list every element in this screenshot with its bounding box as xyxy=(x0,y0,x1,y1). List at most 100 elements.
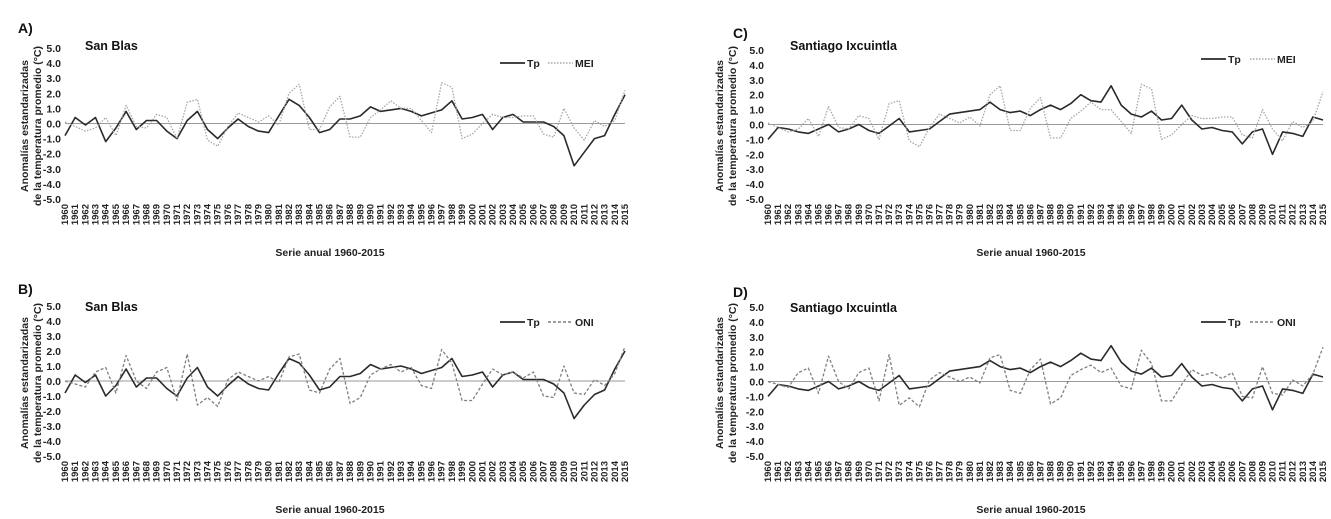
x-tick-label: 1993 xyxy=(1096,204,1107,225)
y-tick-label: -4.0 xyxy=(746,179,764,191)
y-tick-label: 2.0 xyxy=(749,347,764,359)
x-tick-label: 1970 xyxy=(864,204,875,225)
x-tick-label: 1980 xyxy=(965,461,976,482)
legend-index-label: ONI xyxy=(1277,317,1296,329)
legend-tp-label: Tp xyxy=(1228,317,1241,329)
x-tick-label: 1984 xyxy=(1005,460,1016,482)
x-tick-label: 1996 xyxy=(427,461,438,482)
y-tick-label: -5.0 xyxy=(43,451,61,463)
x-tick-label: 1976 xyxy=(223,461,234,482)
x-tick-label: 2007 xyxy=(539,461,550,482)
y-axis-label-line2: de la temperatura promedio (°C) xyxy=(32,46,44,206)
x-tick-label: 1963 xyxy=(793,204,804,225)
x-tick-label: 1990 xyxy=(365,461,376,482)
x-tick-label: 1960 xyxy=(763,204,774,225)
x-tick-label: 1963 xyxy=(91,204,102,225)
x-tick-label: 2006 xyxy=(528,204,539,225)
x-tick-label: 1987 xyxy=(1035,461,1046,482)
x-tick-label: 1996 xyxy=(1126,461,1137,482)
x-tick-label: 2013 xyxy=(1298,204,1309,225)
x-tick-label: 1983 xyxy=(294,461,305,482)
series-line-mei xyxy=(767,83,1324,148)
x-tick-label: 2003 xyxy=(1197,461,1208,482)
y-tick-label: 3.0 xyxy=(749,332,764,344)
y-tick-label: 5.0 xyxy=(749,45,764,57)
panel-b: B) San Blas Anomalías estandarizadas de … xyxy=(18,281,631,516)
x-tick-label: 1975 xyxy=(914,460,925,482)
x-tick-label: 1960 xyxy=(763,461,774,482)
x-tick-label: 1999 xyxy=(1157,204,1168,225)
y-tick-label: -5.0 xyxy=(43,194,61,206)
x-tick-label: 2003 xyxy=(498,204,509,225)
x-tick-label: 2015 xyxy=(620,460,631,482)
series-line-tp xyxy=(767,344,1324,411)
y-tick-label: -2.0 xyxy=(746,149,764,161)
x-tick-label: 1998 xyxy=(1146,461,1157,482)
x-tick-label: 2014 xyxy=(1308,460,1319,482)
x-tick-label: 1990 xyxy=(365,204,376,225)
x-tick-label: 1961 xyxy=(773,203,784,225)
x-tick-label: 1975 xyxy=(213,203,224,225)
x-tick-label: 1997 xyxy=(437,204,448,225)
x-tick-label: 1973 xyxy=(894,204,905,225)
x-tick-label: 2000 xyxy=(1167,204,1178,225)
series-line-tp xyxy=(64,94,626,167)
station-title: San Blas xyxy=(85,300,138,314)
y-tick-label: 5.0 xyxy=(46,301,61,313)
y-tick-label: -5.0 xyxy=(746,194,764,206)
x-tick-label: 1999 xyxy=(457,461,468,482)
y-tick-label: -5.0 xyxy=(746,451,764,463)
x-tick-label: 1983 xyxy=(294,204,305,225)
x-tick-label: 1988 xyxy=(345,204,356,225)
x-tick-label: 1973 xyxy=(192,461,203,482)
x-tick-label: 1972 xyxy=(182,204,193,225)
x-tick-label: 1999 xyxy=(1157,461,1168,482)
x-tick-label: 1960 xyxy=(60,461,71,482)
y-tick-label: 1.0 xyxy=(749,105,764,117)
x-tick-label: 1981 xyxy=(975,203,986,225)
y-axis-label-line1: Anomalías estandarizadas xyxy=(714,317,726,449)
x-tick-label: 1961 xyxy=(70,460,81,482)
x-tick-label: 2005 xyxy=(1217,460,1228,482)
x-tick-label: 1978 xyxy=(945,461,956,482)
y-tick-label: 1.0 xyxy=(46,361,61,373)
y-tick-label: -1.0 xyxy=(43,134,61,146)
x-tick-label: 2011 xyxy=(579,203,590,224)
legend: Tp MEI xyxy=(1201,54,1296,66)
x-tick-label: 1975 xyxy=(914,203,925,225)
x-tick-label: 1997 xyxy=(437,461,448,482)
x-tick-label: 1982 xyxy=(284,461,295,482)
panel-d: D) Santiago Ixcuintla Anomalías estandar… xyxy=(714,284,1329,516)
x-tick-label: 1989 xyxy=(355,204,366,225)
y-tick-label: 2.0 xyxy=(46,346,61,358)
x-tick-label: 1968 xyxy=(844,461,855,482)
x-tick-label: 1993 xyxy=(1096,461,1107,482)
x-tick-label: 1991 xyxy=(1076,203,1087,225)
x-tick-label: 2006 xyxy=(1227,204,1238,225)
y-tick-label: -2.0 xyxy=(43,149,61,161)
legend-index-label: MEI xyxy=(575,58,594,70)
x-tick-label: 1989 xyxy=(1056,461,1067,482)
x-tick-label: 1997 xyxy=(1136,204,1147,225)
x-tick-label: 2010 xyxy=(569,204,580,225)
x-tick-label: 1968 xyxy=(141,461,152,482)
x-tick-label: 1967 xyxy=(834,461,845,482)
x-tick-label: 1978 xyxy=(243,461,254,482)
x-tick-label: 1963 xyxy=(91,461,102,482)
x-tick-label: 2000 xyxy=(467,461,478,482)
x-tick-label: 2012 xyxy=(1288,461,1299,482)
x-tick-label: 1973 xyxy=(894,461,905,482)
x-tick-label: 1965 xyxy=(111,203,122,225)
x-tick-label: 1986 xyxy=(1025,204,1036,225)
x-tick-label: 1981 xyxy=(975,460,986,482)
panel-letter: D) xyxy=(733,284,748,300)
x-tick-label: 1968 xyxy=(141,204,152,225)
y-tick-label: 0.0 xyxy=(46,119,61,131)
x-tick-label: 2010 xyxy=(1268,461,1279,482)
y-axis-label-line2: de la temperatura promedio (°C) xyxy=(727,303,739,463)
x-tick-label: 2008 xyxy=(549,204,560,225)
panel-letter: B) xyxy=(18,281,33,297)
x-tick-label: 1999 xyxy=(457,204,468,225)
x-tick-label: 2007 xyxy=(539,204,550,225)
x-tick-label: 2012 xyxy=(589,461,600,482)
